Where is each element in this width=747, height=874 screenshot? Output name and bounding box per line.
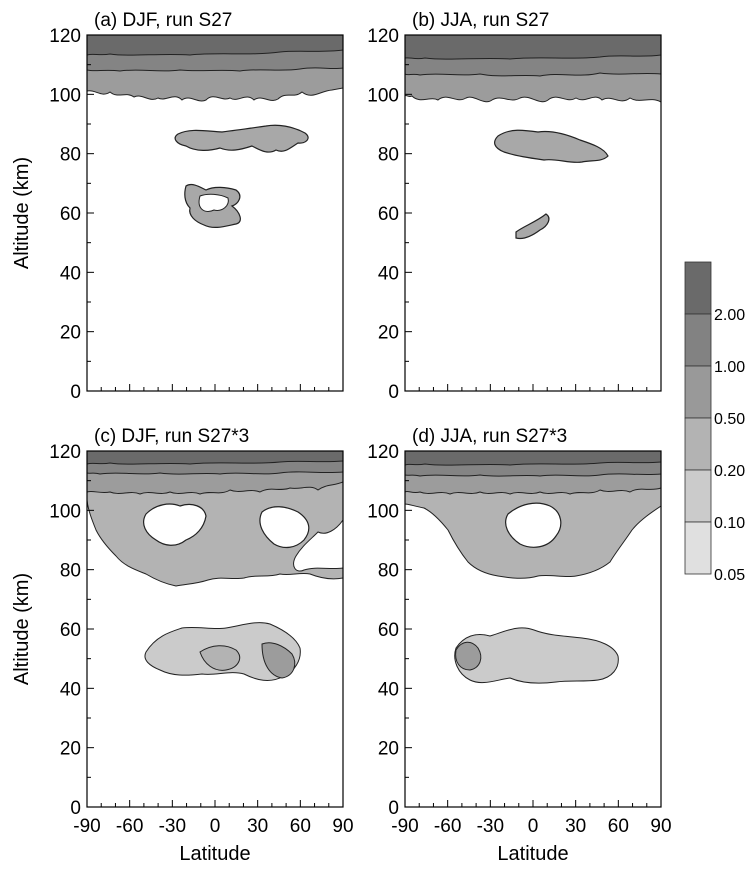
panel-b-ytick-label: 20 — [378, 323, 399, 344]
panel-a-ytick-label: 120 — [49, 26, 81, 47]
panel-c-ytick-label: 100 — [49, 501, 81, 522]
panel-c-ytick-label: 20 — [60, 739, 81, 760]
panel-b-ytick-label: 60 — [378, 204, 399, 225]
panel-c-xlabel: Latitude — [179, 843, 250, 865]
panel-c-contour-level-200 — [87, 451, 343, 465]
panel-c-ylabel: Altitude (km) — [11, 573, 33, 685]
panel-a: 0 20 40 60 80 100 120 (a) DJF, run S27 — [49, 10, 344, 403]
panel-a-ytick-label: 80 — [60, 145, 81, 166]
panel-b-ticks: 0 20 40 60 80 100 120 — [367, 26, 662, 403]
panel-b-contour-level-200 — [405, 35, 661, 60]
panel-d-xtick-label: 90 — [650, 816, 671, 837]
panel-a-ytick-label: 60 — [60, 204, 81, 225]
colorbar-swatch — [684, 365, 712, 419]
panel-b: 0 20 40 60 80 100 120 (b) JJA, run S27 — [367, 10, 662, 403]
panel-c-xtick-label: -90 — [73, 816, 100, 837]
panel-c-contours — [87, 451, 343, 681]
panel-d-title: (d) JJA, run S27*3 — [412, 426, 567, 447]
panel-d-ytick-label: 20 — [378, 739, 399, 760]
panel-d-ytick-label: 0 — [388, 798, 399, 819]
colorbar-label: 0.50 — [714, 411, 745, 428]
panel-c-contour-hole-95km — [143, 503, 207, 546]
panel-d-xtick-label: -30 — [477, 816, 504, 837]
panel-c-xtick-label: 30 — [247, 816, 268, 837]
panel-c-contour-hole-right — [259, 506, 310, 549]
colorbar-swatch — [684, 521, 712, 575]
panel-a-contour-level-200 — [87, 35, 343, 56]
panel-b-title: (b) JJA, run S27 — [412, 10, 549, 31]
panel-d-contour-hole-95km — [505, 502, 562, 548]
panel-c-xtick-label: 0 — [210, 816, 221, 837]
panel-d-xtick-label: -60 — [434, 816, 461, 837]
panel-d-xtick-label: 60 — [608, 816, 629, 837]
panel-c-ytick-label: 40 — [60, 679, 81, 700]
panel-c-ytick-label: 60 — [60, 620, 81, 641]
panel-b-contours — [405, 35, 661, 240]
panel-d: 0 20 40 60 80 100 120 -90 -60 -30 0 30 60 90 (d) JJA,… — [367, 426, 671, 837]
colorbar-swatch — [684, 313, 712, 367]
panel-d-ytick-label: 60 — [378, 620, 399, 641]
colorbar-label: 2.00 — [714, 307, 745, 324]
panel-a-ylabel: Altitude (km) — [11, 157, 33, 269]
colorbar-label: 1.00 — [714, 359, 745, 376]
panel-c-xtick-label: -60 — [116, 816, 143, 837]
panel-c-ytick-label: 0 — [70, 798, 81, 819]
panel-d-ticks: 0 20 40 60 80 100 120 -90 -60 -30 0 30 60 90 — [367, 442, 671, 837]
panel-d-xtick-label: -90 — [391, 816, 418, 837]
panel-c-xtick-label: 60 — [290, 816, 311, 837]
panel-a-ytick-label: 20 — [60, 323, 81, 344]
panel-c-ticks: 0 20 40 60 80 100 120 -90 -60 -30 0 30 60 90 — [49, 442, 353, 837]
panel-d-contour-50km-left — [455, 641, 482, 671]
colorbar-swatch — [684, 417, 712, 471]
panel-a-contour-80km-patch — [174, 124, 309, 153]
panel-a-title: (a) DJF, run S27 — [94, 10, 232, 31]
panel-b-ytick-label: 0 — [388, 382, 399, 403]
colorbar: 2.00 1.00 0.50 0.20 0.10 0.05 — [684, 261, 745, 584]
panel-b-ytick-label: 40 — [378, 263, 399, 284]
panel-d-xtick-label: 30 — [565, 816, 586, 837]
panel-a-ytick-label: 0 — [70, 382, 81, 403]
panel-a-contour-60km-hole — [198, 193, 229, 212]
panel-d-ytick-label: 80 — [378, 561, 399, 582]
panel-d-contour-50km-patch — [454, 627, 619, 684]
panel-b-ytick-label: 100 — [367, 85, 399, 106]
panel-a-ticks: 0 20 40 60 80 100 120 — [49, 26, 344, 403]
panel-b-contour-80km-patch — [494, 129, 609, 164]
panel-d-ytick-label: 120 — [367, 442, 399, 463]
panel-c-xtick-label: 90 — [332, 816, 353, 837]
panel-d-ytick-label: 40 — [378, 679, 399, 700]
panel-a-ytick-label: 100 — [49, 85, 81, 106]
panel-c-title: (c) DJF, run S27*3 — [94, 426, 249, 447]
panel-d-xtick-label: 0 — [528, 816, 539, 837]
panel-b-contour-55km-patch — [515, 213, 550, 240]
colorbar-label: 0.20 — [714, 463, 745, 480]
panel-d-contours — [405, 451, 661, 684]
colorbar-swatch — [684, 261, 712, 315]
panel-c: 0 20 40 60 80 100 120 -90 -60 -30 0 30 60 90 (c) DJF,… — [49, 426, 353, 837]
panel-c-contour-50km-inner — [199, 645, 241, 671]
panel-a-contours — [87, 35, 343, 229]
panel-c-ytick-label: 80 — [60, 561, 81, 582]
panel-b-ytick-label: 80 — [378, 145, 399, 166]
colorbar-label: 0.05 — [714, 567, 745, 584]
panel-d-contour-level-200 — [405, 451, 661, 466]
panel-c-contour-50km-right — [261, 642, 296, 679]
colorbar-swatch — [684, 469, 712, 523]
panel-d-xlabel: Latitude — [497, 843, 568, 865]
panel-c-ytick-label: 120 — [49, 442, 81, 463]
colorbar-label: 0.10 — [714, 515, 745, 532]
panel-b-ytick-label: 120 — [367, 26, 399, 47]
panel-c-xtick-label: -30 — [159, 816, 186, 837]
panel-a-ytick-label: 40 — [60, 263, 81, 284]
panel-d-ytick-label: 100 — [367, 501, 399, 522]
